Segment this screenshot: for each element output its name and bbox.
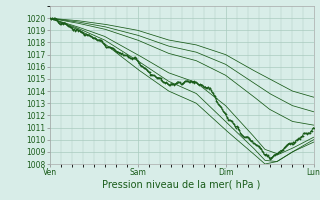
- X-axis label: Pression niveau de la mer( hPa ): Pression niveau de la mer( hPa ): [102, 180, 261, 190]
